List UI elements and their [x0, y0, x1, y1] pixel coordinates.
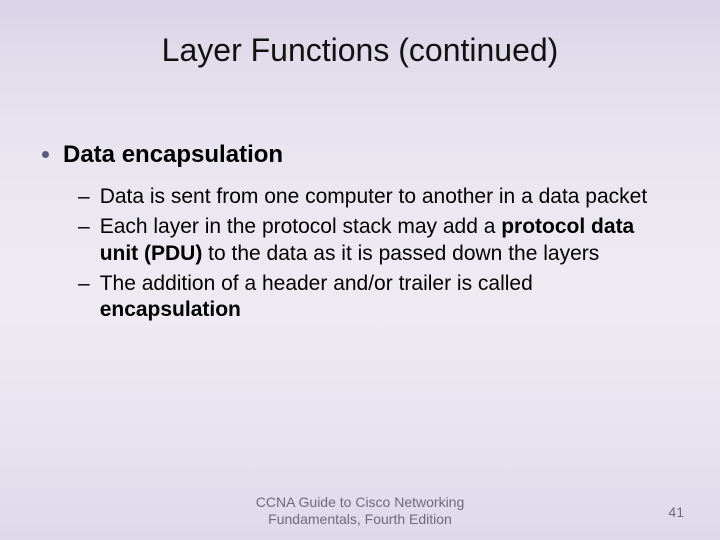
bullet-icon: [42, 151, 49, 158]
page-number: 41: [668, 504, 684, 520]
sub-bullet-item: – Each layer in the protocol stack may a…: [78, 214, 678, 267]
dash-icon: –: [78, 184, 90, 210]
sub-bullet-item: – The addition of a header and/or traile…: [78, 271, 678, 324]
bullet-item: Data encapsulation: [42, 140, 678, 170]
footer-center: CCNA Guide to Cisco Networking Fundament…: [0, 494, 720, 528]
slide-title: Layer Functions (continued): [0, 32, 720, 69]
slide-content: Data encapsulation – Data is sent from o…: [42, 140, 678, 327]
dash-icon: –: [78, 271, 90, 297]
footer-line2: Fundamentals, Fourth Edition: [268, 511, 452, 527]
sub-bullet-text: Each layer in the protocol stack may add…: [100, 214, 678, 267]
sub-bullet-text: The addition of a header and/or trailer …: [100, 271, 678, 324]
sub-bullet-item: – Data is sent from one computer to anot…: [78, 184, 678, 210]
slide: Layer Functions (continued) Data encapsu…: [0, 0, 720, 540]
sub-bullet-text: Data is sent from one computer to anothe…: [100, 184, 647, 210]
bullet-text: Data encapsulation: [63, 140, 283, 170]
dash-icon: –: [78, 214, 90, 240]
sub-bullet-list: – Data is sent from one computer to anot…: [78, 184, 678, 323]
footer-line1: CCNA Guide to Cisco Networking: [256, 494, 465, 510]
